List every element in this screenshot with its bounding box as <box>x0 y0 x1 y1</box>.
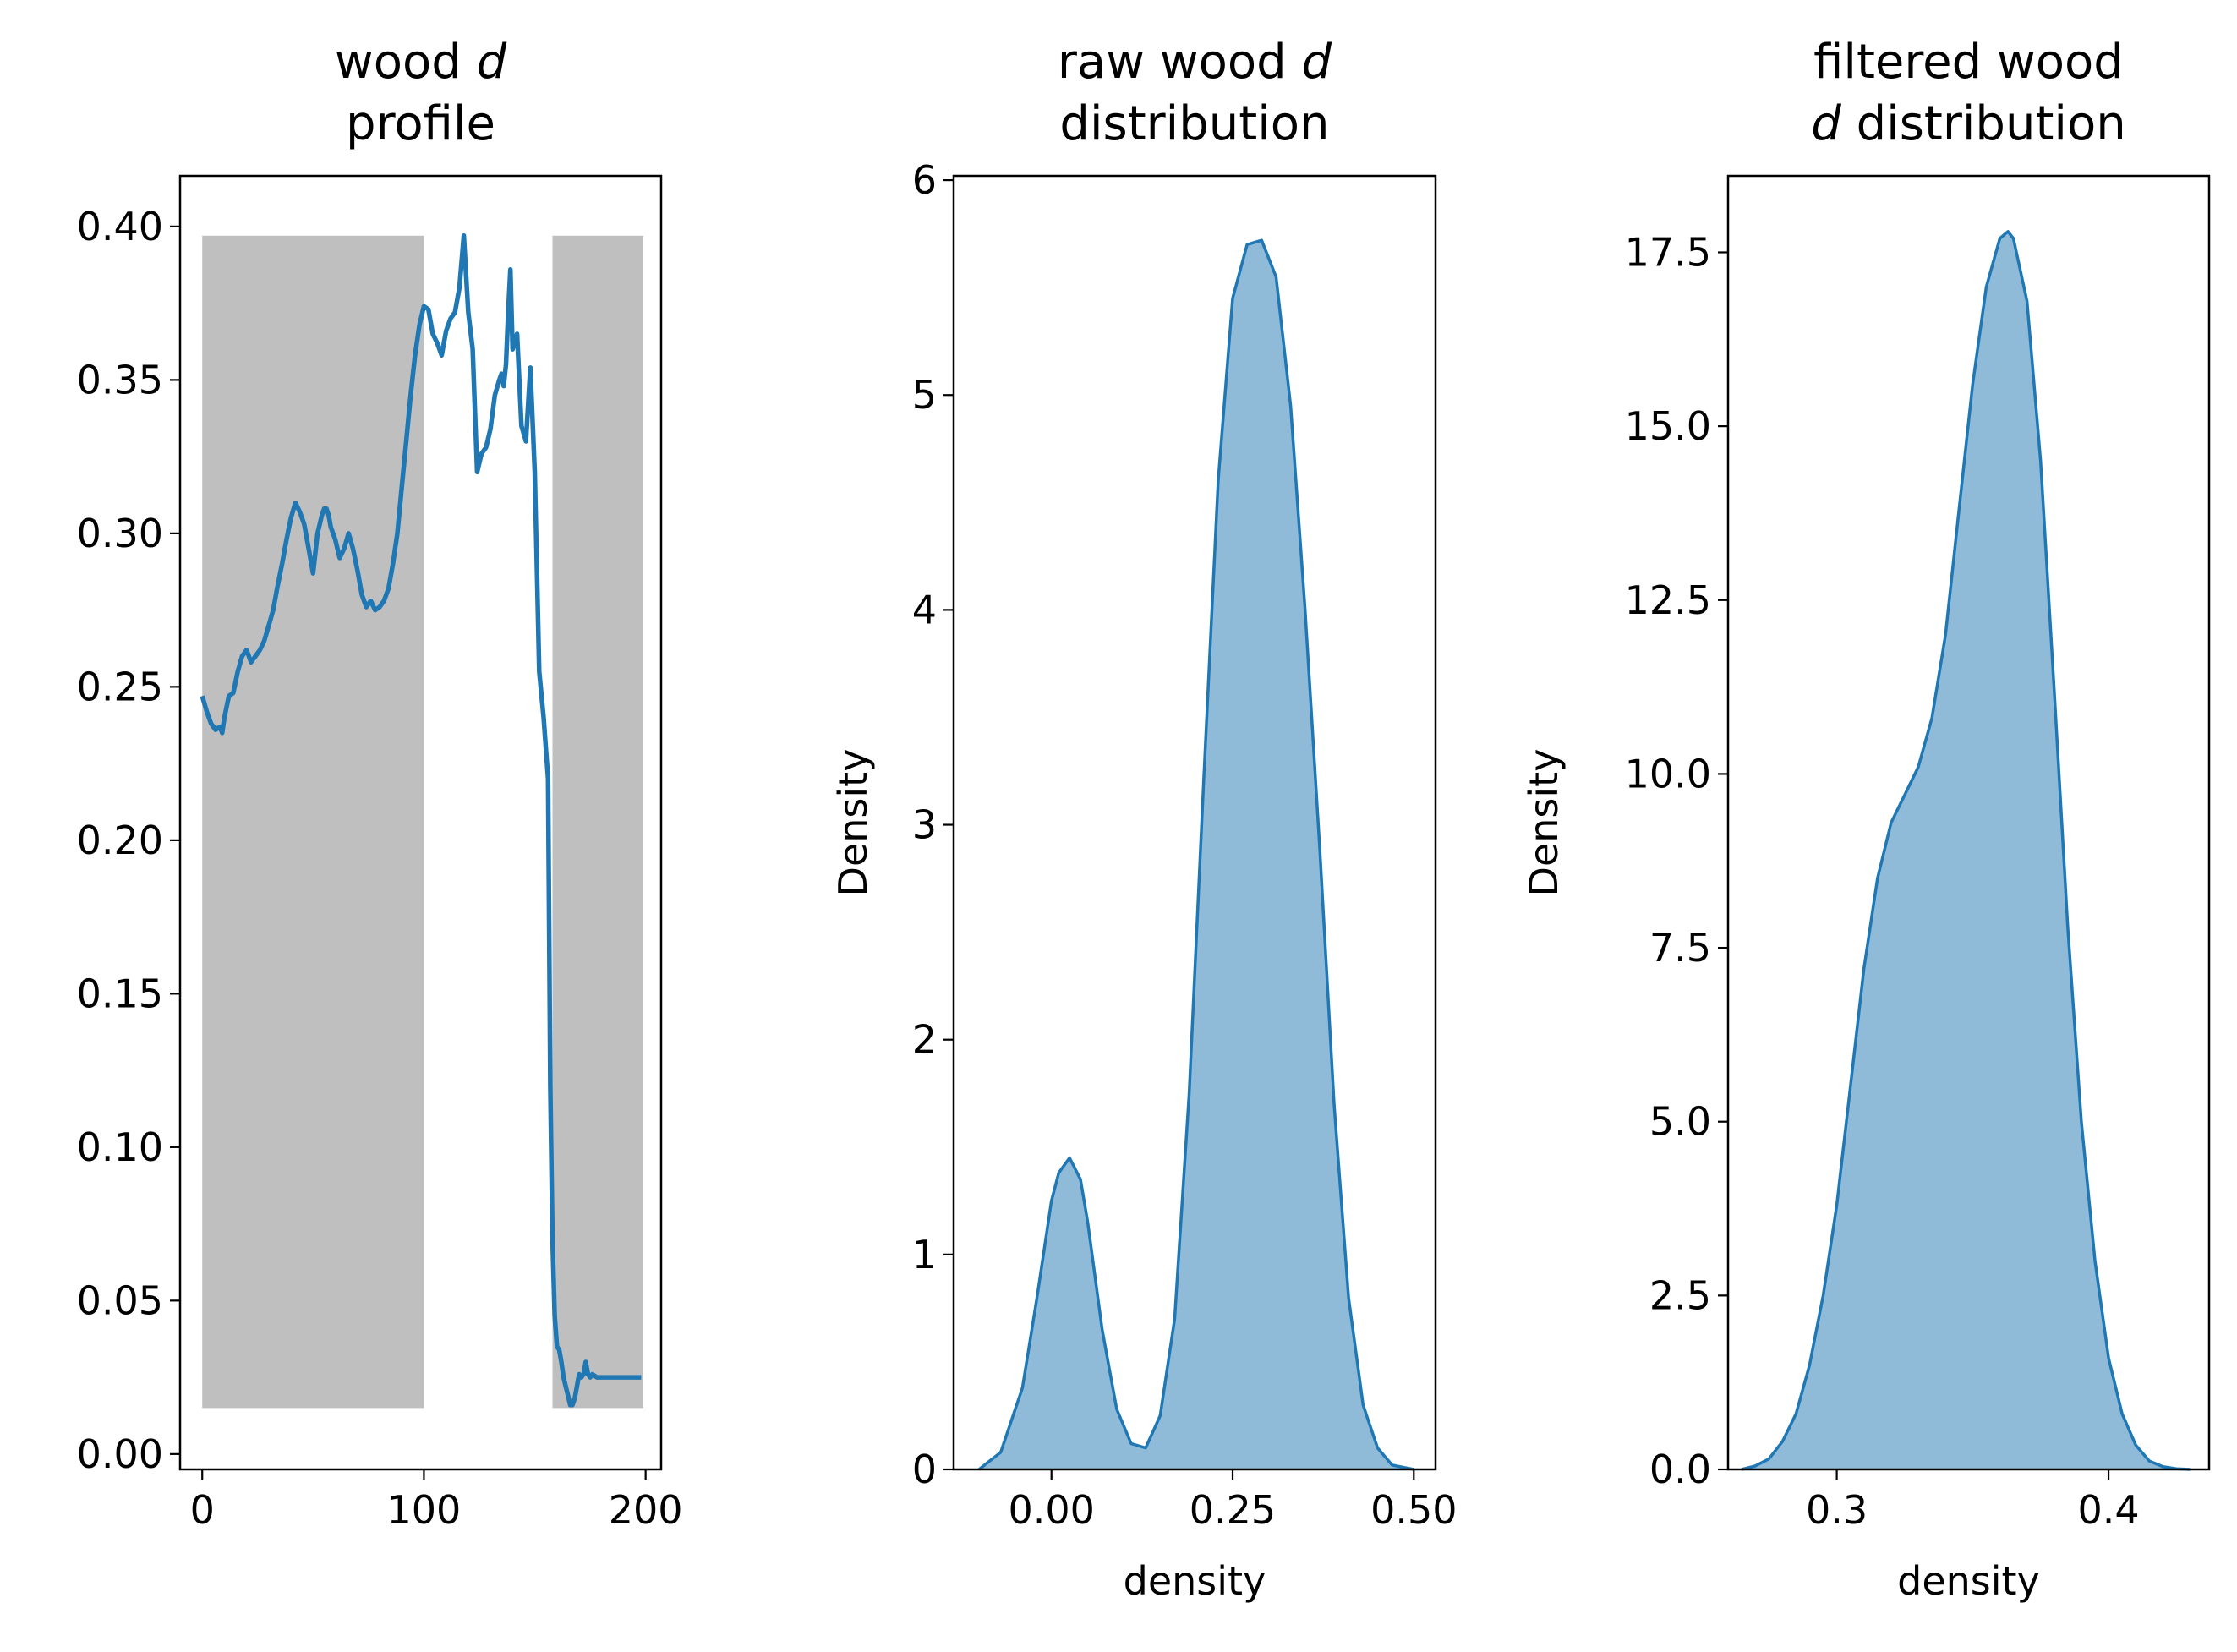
kde-line <box>977 238 1414 1471</box>
chart-title-line: raw wood d <box>1058 35 1332 90</box>
kde-area <box>1742 231 2191 1469</box>
y-axis-label: Density <box>830 749 876 897</box>
chart-title-line: wood d <box>335 35 507 90</box>
y-tick-label: 6 <box>912 157 937 203</box>
x-axis-label: density <box>1897 1558 2040 1604</box>
axes-frame <box>178 174 663 1471</box>
panel-wood-d-profile: 0 100 200 0.00 0.05 0.10 0.15 0.20 0.25 0.30 0.35 0… <box>77 35 683 1533</box>
y-tick-label: 0.35 <box>77 357 163 402</box>
x-tick-label: 0.4 <box>2077 1487 2139 1533</box>
y-tick-label: 15.0 <box>1625 403 1711 449</box>
y-tick-label: 0.05 <box>77 1277 163 1323</box>
y-tick-label: 5.0 <box>1649 1099 1711 1145</box>
x-tick-label: 0.00 <box>1009 1487 1095 1533</box>
y-tick-label: 1 <box>912 1232 937 1277</box>
axes-frame <box>952 174 1437 1471</box>
kde-line <box>1741 230 2191 1471</box>
y-tick-label: 3 <box>912 802 937 848</box>
x-axis-label: density <box>1124 1558 1266 1604</box>
panel-filtered-distribution: 0.3 0.4 0.0 2.5 5.0 7.5 10.0 12.5 15.0 17.5 filter… <box>1521 35 2211 1604</box>
y-tick-label: 2.5 <box>1649 1272 1711 1318</box>
shaded-region <box>552 235 644 1409</box>
y-tick-label: 4 <box>912 587 937 632</box>
y-tick-label: 0.0 <box>1649 1447 1711 1492</box>
chart-title-line: distribution <box>1059 96 1329 151</box>
shaded-region <box>202 235 424 1409</box>
y-tick-label: 0.00 <box>77 1431 163 1477</box>
y-tick-label: 0.30 <box>77 511 163 556</box>
x-tick-label: 100 <box>387 1487 462 1533</box>
y-tick-label: 2 <box>912 1017 937 1063</box>
kde-area <box>979 240 1414 1470</box>
y-tick-label: 7.5 <box>1649 925 1711 971</box>
panel-raw-distribution: 0.00 0.25 0.50 0 1 2 3 4 5 6 raw wood d distributio… <box>830 35 1457 1604</box>
y-tick-label: 12.5 <box>1625 577 1711 623</box>
y-tick-label: 0.10 <box>77 1124 163 1170</box>
y-tick-label: 5 <box>912 372 937 418</box>
profile-line <box>200 233 642 1408</box>
x-tick-label: 200 <box>609 1487 683 1533</box>
y-tick-label: 17.5 <box>1625 229 1711 275</box>
chart-title-line: filtered wood <box>1813 35 2124 90</box>
axes-frame <box>1726 174 2211 1471</box>
y-tick-label: 0.25 <box>77 664 163 709</box>
y-tick-label: 0 <box>912 1447 937 1492</box>
y-tick-label: 0.15 <box>77 971 163 1016</box>
x-tick-label: 0 <box>190 1487 215 1533</box>
y-tick-label: 0.20 <box>77 818 163 863</box>
x-tick-label: 0.25 <box>1190 1487 1276 1533</box>
chart-title-line: profile <box>346 96 495 151</box>
chart-title-line: d distribution <box>1811 96 2125 151</box>
y-tick-label: 0.40 <box>77 204 163 249</box>
x-tick-label: 0.50 <box>1370 1487 1457 1533</box>
x-tick-label: 0.3 <box>1806 1487 1868 1533</box>
y-axis-label: Density <box>1521 749 1567 897</box>
y-tick-label: 10.0 <box>1625 751 1711 796</box>
